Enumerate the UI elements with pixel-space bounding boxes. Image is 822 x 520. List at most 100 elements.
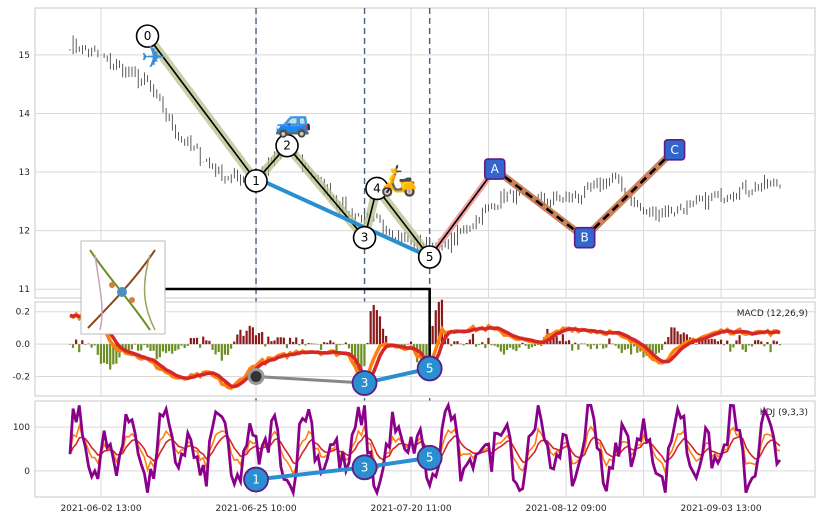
wave-marker [352, 225, 377, 250]
macd-histogram-bar [487, 337, 490, 345]
macd-histogram-bar [509, 344, 512, 348]
macd-histogram-bar [192, 338, 196, 345]
logo-thumbnail [80, 240, 166, 335]
wave-marker [417, 245, 442, 269]
macd-histogram-bar [614, 344, 617, 346]
wave-marker [135, 24, 160, 48]
macd-histogram-bar [707, 339, 710, 345]
macd-histogram-bar [177, 344, 180, 350]
macd-histogram-bar [233, 341, 236, 345]
macd-histogram-bar [571, 344, 574, 351]
y-tick-label: 12 [19, 227, 30, 237]
abc-marker [663, 138, 686, 161]
macd-histogram-bar [465, 342, 468, 345]
wave-label-4: 4 [365, 176, 389, 201]
macd-histogram-bar [419, 344, 422, 356]
wave-label-2: 2 [275, 133, 299, 158]
macd-histogram-bar [685, 334, 688, 345]
y-tick-label: -0.2 [12, 373, 30, 383]
blue-marker-label: 5 [426, 451, 434, 465]
macd-histogram-bar [580, 343, 583, 345]
wave-marker [365, 176, 389, 201]
macd-histogram-bar [282, 337, 285, 345]
macd-histogram-bar [133, 343, 137, 345]
macd-histogram-bar [747, 344, 750, 346]
macd-histogram-bar [598, 343, 602, 345]
logo-dot [109, 282, 115, 288]
macd-histogram-bar [729, 344, 732, 352]
x-axis: 2021-06-02 13:00 2021-06-25 10:00 2021-07-… [60, 504, 761, 514]
kdj-panel: 0 100 KDJ (9,3,3) [13, 400, 816, 498]
y-tick-label: 15 [19, 51, 30, 61]
scooter-icon: 🛵 [380, 163, 417, 198]
logo-stroke [143, 254, 156, 331]
blue-marker-label: 3 [361, 460, 369, 474]
macd-histogram-bar [530, 344, 533, 348]
macd-histogram-bar [626, 344, 630, 349]
macd-histogram-bar [722, 344, 726, 346]
macd-histogram-bar [304, 344, 307, 346]
macd-histogram-bar [512, 344, 515, 350]
x-tick-label: 2021-09-03 13:00 [681, 504, 762, 514]
macd-histogram-bar [329, 340, 332, 345]
macd-histogram-bar [450, 344, 453, 347]
macd-histogram-bar [493, 344, 496, 346]
macd-histogram-bar [199, 344, 202, 348]
macd-histogram-bar [195, 337, 199, 345]
macd-histogram-bar [155, 344, 158, 360]
macd-histogram-bar [174, 344, 177, 351]
blue-marker [416, 355, 443, 382]
macd-histogram-bar [605, 344, 608, 348]
macd-histogram-bar [251, 327, 254, 345]
macd-histogram-bar [366, 342, 369, 345]
wave-label-text: 4 [373, 181, 381, 195]
macd-histogram-bar [307, 343, 310, 345]
macd-histogram-bar [406, 343, 409, 345]
macd-histogram-bar [186, 344, 189, 346]
macd-histogram-bar [592, 344, 595, 346]
macd-histogram-bar [310, 343, 313, 345]
macd-histogram-bar [552, 337, 555, 345]
wave-line [146, 35, 431, 258]
macd-histogram-bar [102, 344, 106, 363]
macd-histogram-bar [261, 332, 264, 345]
macd-grey-line [255, 375, 365, 385]
macd-histogram-bar [140, 344, 143, 351]
macd-histogram-bar [273, 340, 276, 345]
macd-histogram-bar [766, 342, 769, 345]
macd-histogram-bar [515, 344, 518, 352]
wave-label-1: 1 [244, 169, 268, 193]
macd-histogram-bar [710, 338, 713, 345]
kdj-marker-1: 1 [243, 466, 269, 493]
macd-histogram-bar [189, 337, 192, 345]
macd-histogram-bar [750, 344, 754, 347]
macd-histogram-bar [335, 344, 338, 354]
macd-histogram-bar [490, 344, 493, 346]
macd-histogram-bar [447, 338, 450, 345]
macd-histogram-bar [363, 344, 366, 367]
macd-histogram-bar [127, 344, 130, 351]
macd-histogram-bar [323, 342, 326, 345]
macd-histogram-bar [372, 304, 375, 345]
y-tick-label: 0.0 [16, 340, 31, 350]
macd-histogram-bar [124, 344, 127, 352]
y-tick-label: 0.2 [16, 308, 30, 318]
macd-histogram-bar [524, 344, 527, 346]
macd-histogram-bar [664, 341, 667, 345]
abc-label-text: B [581, 231, 589, 245]
macd-histogram-bar [602, 344, 605, 349]
macd-histogram-bar [347, 344, 351, 349]
macd-histogram-bar [629, 344, 633, 355]
abc-marker [483, 158, 506, 180]
macd-histogram-bar [704, 336, 707, 345]
x-tick-label: 2021-08-12 09:00 [526, 504, 607, 514]
macd-histogram-bar [660, 344, 664, 350]
macd-histogram-bar [471, 333, 475, 345]
macd-marker-5: 5 [416, 355, 443, 382]
kdj-title: KDJ (9,3,3) [760, 408, 808, 418]
wave-label-5: 5 [417, 245, 442, 269]
macd-histogram-bar [87, 343, 90, 345]
blue-marker [243, 466, 269, 493]
macd-histogram-bar [670, 327, 673, 345]
macd-histogram-bar [220, 344, 223, 361]
